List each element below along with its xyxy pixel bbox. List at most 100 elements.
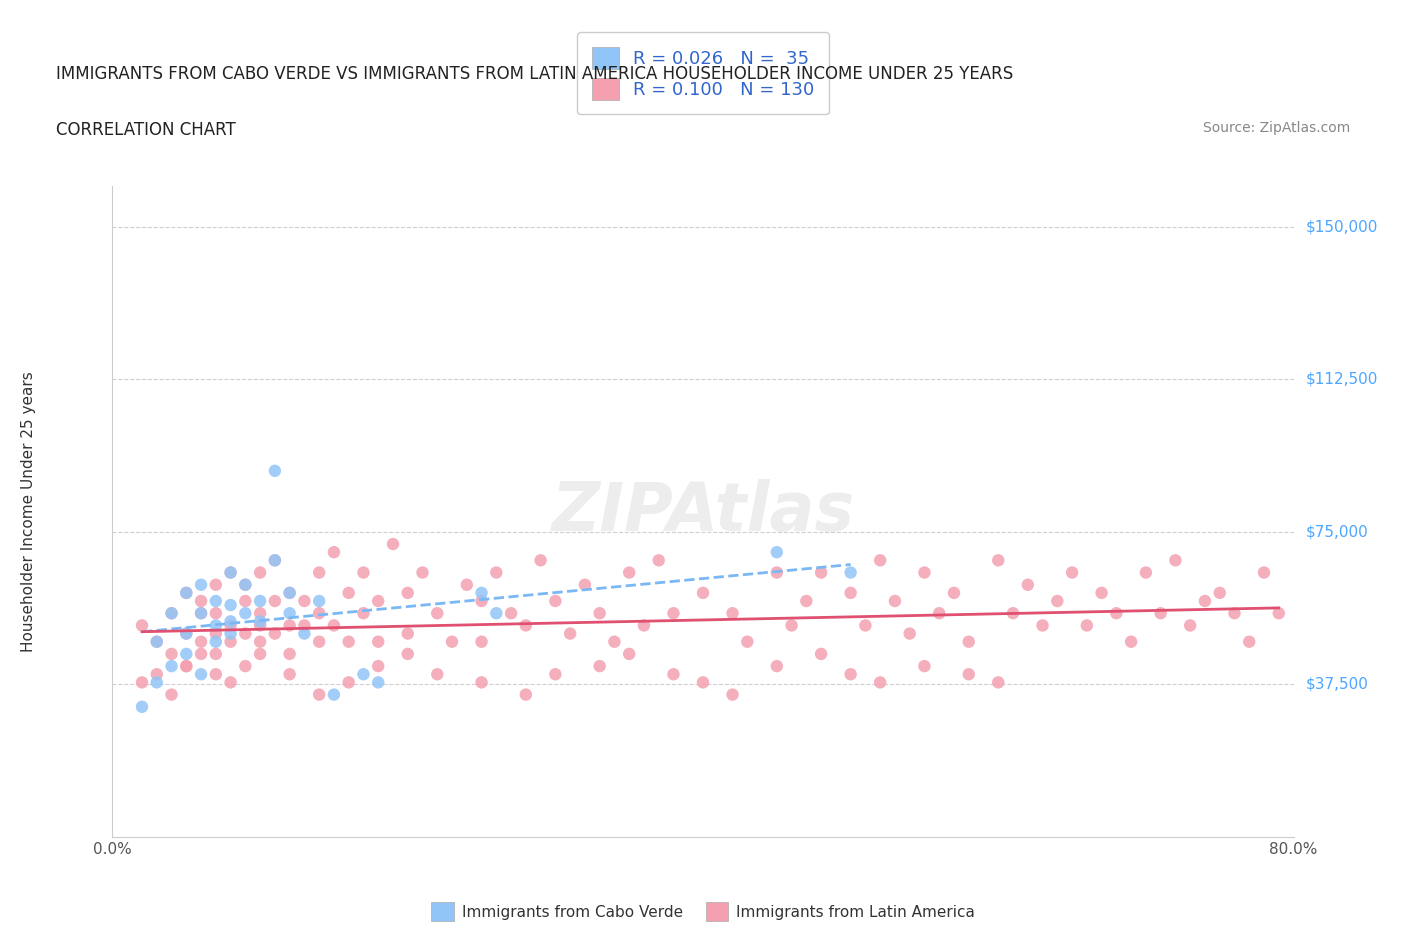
Point (633, 618, 655, 633)
Point (264, 463, 287, 478)
Point (1208, 586, 1232, 601)
Point (131, 699, 153, 714)
Point (131, 618, 153, 633)
Point (233, 658, 256, 673)
Point (766, 545, 789, 560)
Point (1164, 552, 1187, 567)
Point (264, 552, 287, 567)
Point (1135, 565, 1157, 580)
Point (721, 605, 744, 620)
Point (1150, 605, 1173, 620)
Point (219, 598, 242, 613)
Point (278, 618, 301, 633)
Point (692, 675, 714, 690)
Point (308, 593, 330, 608)
Point (839, 667, 862, 682)
Point (470, 634, 494, 649)
Point (1119, 634, 1142, 649)
Point (278, 667, 301, 682)
Point (160, 687, 183, 702)
Point (190, 605, 212, 620)
Point (174, 626, 197, 641)
Point (278, 605, 301, 620)
Point (249, 565, 271, 580)
Point (146, 634, 169, 649)
Point (839, 565, 862, 580)
Point (914, 565, 936, 580)
Point (249, 646, 271, 661)
Point (352, 605, 374, 620)
Point (323, 687, 346, 702)
Point (884, 593, 907, 608)
Point (1046, 593, 1069, 608)
Point (1062, 565, 1084, 580)
Point (174, 586, 197, 601)
Point (839, 586, 862, 601)
Point (233, 578, 256, 592)
Point (855, 618, 877, 633)
Text: IMMIGRANTS FROM CABO VERDE VS IMMIGRANTS FROM LATIN AMERICA HOUSEHOLDER INCOME U: IMMIGRANTS FROM CABO VERDE VS IMMIGRANTS… (56, 65, 1014, 83)
Point (501, 605, 523, 620)
Point (869, 675, 891, 690)
Point (441, 634, 464, 649)
Point (233, 626, 256, 641)
Point (249, 614, 271, 629)
Text: $75,000: $75,000 (1305, 525, 1368, 539)
Text: $150,000: $150,000 (1305, 219, 1378, 234)
Point (174, 646, 197, 661)
Point (278, 586, 301, 601)
Point (205, 618, 228, 633)
Point (411, 565, 433, 580)
Point (264, 593, 287, 608)
Point (957, 667, 980, 682)
Point (219, 634, 242, 649)
Point (190, 667, 212, 682)
Point (308, 605, 330, 620)
Point (619, 565, 641, 580)
Point (515, 618, 537, 633)
Point (292, 618, 315, 633)
Point (928, 605, 950, 620)
Point (544, 593, 567, 608)
Point (869, 552, 891, 567)
Point (131, 675, 153, 690)
Point (278, 646, 301, 661)
Point (1105, 605, 1128, 620)
Point (810, 565, 832, 580)
Point (662, 667, 685, 682)
Point (308, 687, 330, 702)
Point (647, 552, 671, 567)
Point (174, 626, 197, 641)
Point (146, 634, 169, 649)
Point (796, 593, 818, 608)
Point (1178, 618, 1201, 633)
Point (426, 667, 449, 682)
Point (588, 605, 610, 620)
Point (352, 565, 374, 580)
Point (174, 658, 197, 673)
Point (352, 667, 374, 682)
Point (957, 634, 980, 649)
Point (205, 593, 228, 608)
Point (588, 658, 610, 673)
Point (470, 675, 494, 690)
Point (249, 605, 271, 620)
Point (249, 618, 271, 633)
Point (914, 658, 936, 673)
Point (1268, 605, 1291, 620)
Point (367, 593, 389, 608)
Point (205, 667, 228, 682)
Point (1076, 618, 1098, 633)
Point (160, 605, 183, 620)
Text: $37,500: $37,500 (1305, 677, 1368, 692)
Point (160, 605, 183, 620)
Point (146, 675, 169, 690)
Point (898, 626, 921, 641)
Point (160, 646, 183, 661)
Point (249, 593, 271, 608)
Point (219, 565, 242, 580)
Point (308, 634, 330, 649)
Point (1032, 618, 1054, 633)
Point (367, 675, 389, 690)
Point (426, 605, 449, 620)
